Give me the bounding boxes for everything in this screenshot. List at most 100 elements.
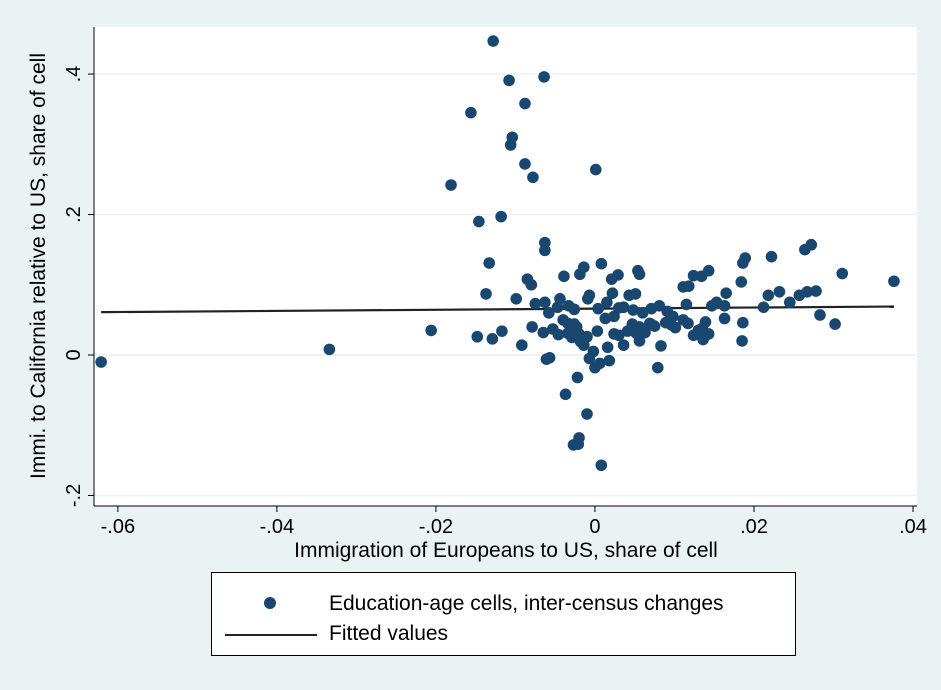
x-tick-label: -.06 [101, 516, 135, 538]
scatter-point [573, 432, 585, 444]
scatter-point [529, 297, 542, 310]
scatter-point [510, 293, 523, 305]
scatter-point [718, 312, 731, 325]
scatter-point [571, 371, 584, 384]
scatter-point [445, 179, 457, 191]
scatter-point [568, 303, 581, 316]
scatter-point [480, 288, 492, 300]
scatter-point [519, 97, 531, 110]
scatter-point [595, 459, 608, 472]
scatter-point [762, 289, 775, 302]
x-tick-label: .02 [740, 516, 768, 538]
legend-label-scatter: Education-age cells, inter-census change… [329, 592, 724, 615]
scatter-point [516, 339, 528, 351]
x-tick-label: .04 [899, 516, 927, 538]
scatter-point [710, 296, 723, 309]
scatter-point [627, 304, 639, 316]
scatter-point [559, 388, 572, 401]
legend: Education-age cells, inter-census change… [211, 572, 796, 656]
x-tick-label: -.04 [260, 516, 294, 538]
scatter-point [608, 328, 620, 340]
scatter-point [581, 408, 593, 420]
scatter-point [593, 357, 606, 370]
scatter-point [527, 171, 539, 184]
scatter-point [783, 296, 796, 309]
scatter-point [655, 340, 667, 352]
scatter-point [736, 335, 748, 347]
scatter-point [538, 71, 550, 83]
scatter-point [601, 296, 613, 309]
legend-item-fitted: Fitted values [212, 618, 795, 648]
scatter-point [425, 324, 437, 337]
y-axis-label: Immi. to California relative to US, shar… [27, 53, 50, 479]
scatter-point [646, 318, 659, 331]
legend-item-scatter: Education-age cells, inter-census change… [212, 588, 795, 618]
y-tick-label: -.2 [63, 484, 85, 507]
scatter-point [757, 301, 770, 314]
scatter-point [680, 298, 693, 311]
scatter-point [702, 328, 715, 340]
scatter-point [539, 296, 551, 309]
legend-label-fitted: Fitted values [329, 622, 449, 645]
points-layer [95, 35, 900, 472]
scatter-point [682, 317, 694, 330]
scatter-point [583, 289, 596, 302]
scatter-point [587, 345, 600, 358]
x-tick-label: 0 [589, 516, 600, 538]
scatter-point [739, 252, 752, 264]
scatter-point [669, 321, 682, 334]
scatter-point [633, 335, 646, 347]
scatter-point [519, 158, 531, 170]
scatter-point [552, 328, 565, 341]
scatter-point [629, 288, 642, 300]
scatter-point [525, 278, 538, 291]
scatter-point [526, 321, 538, 333]
scatter-point [612, 269, 624, 281]
scatter-point [554, 293, 566, 305]
scatter-point [603, 354, 616, 367]
scatter-point [735, 276, 748, 288]
scatter-point [617, 339, 630, 351]
scatter-point [810, 285, 822, 297]
scatter-point [95, 356, 107, 368]
scatter-point [504, 139, 517, 151]
scatter-point [633, 321, 646, 333]
y-axis-ticks: -.2 0 .2 .4 [63, 66, 94, 507]
scatter-point [720, 287, 732, 299]
scatter-point [829, 318, 841, 330]
y-tick-label: .2 [63, 206, 85, 223]
x-axis-label: Immigration of Europeans to US, share of… [294, 539, 718, 562]
x-axis-ticks: -.06 -.04 -.02 0 .02 .04 [101, 506, 927, 538]
y-tick-label: 0 [63, 349, 85, 360]
y-tick-label: .4 [63, 66, 85, 83]
scatter-point [581, 330, 593, 343]
scatter-point [537, 326, 550, 339]
scatter-point [495, 210, 507, 223]
scatter-point [699, 316, 712, 328]
scatter-point [601, 341, 614, 354]
scatter-point [496, 325, 508, 337]
scatter-point [682, 280, 695, 292]
scatter-point [539, 244, 551, 257]
scatter-point [595, 257, 608, 270]
scatter-point [888, 275, 900, 288]
scatter-point [606, 287, 619, 299]
scatter-point [589, 163, 602, 176]
scatter-point [814, 309, 826, 321]
scatter-point [599, 312, 612, 325]
scatter-point [578, 261, 590, 274]
scatter-point [633, 268, 646, 281]
scatter-point [558, 270, 570, 283]
scatter-point [836, 267, 849, 280]
legend-marker-line [225, 634, 317, 636]
scatter-point [591, 325, 604, 337]
x-tick-label: -.02 [419, 516, 453, 538]
scatter-point [471, 330, 484, 343]
scatter-point [613, 302, 625, 314]
scatter-point [608, 310, 620, 323]
scatter-point [503, 74, 515, 87]
scatter-point [801, 285, 814, 298]
scatter-point [323, 343, 336, 356]
